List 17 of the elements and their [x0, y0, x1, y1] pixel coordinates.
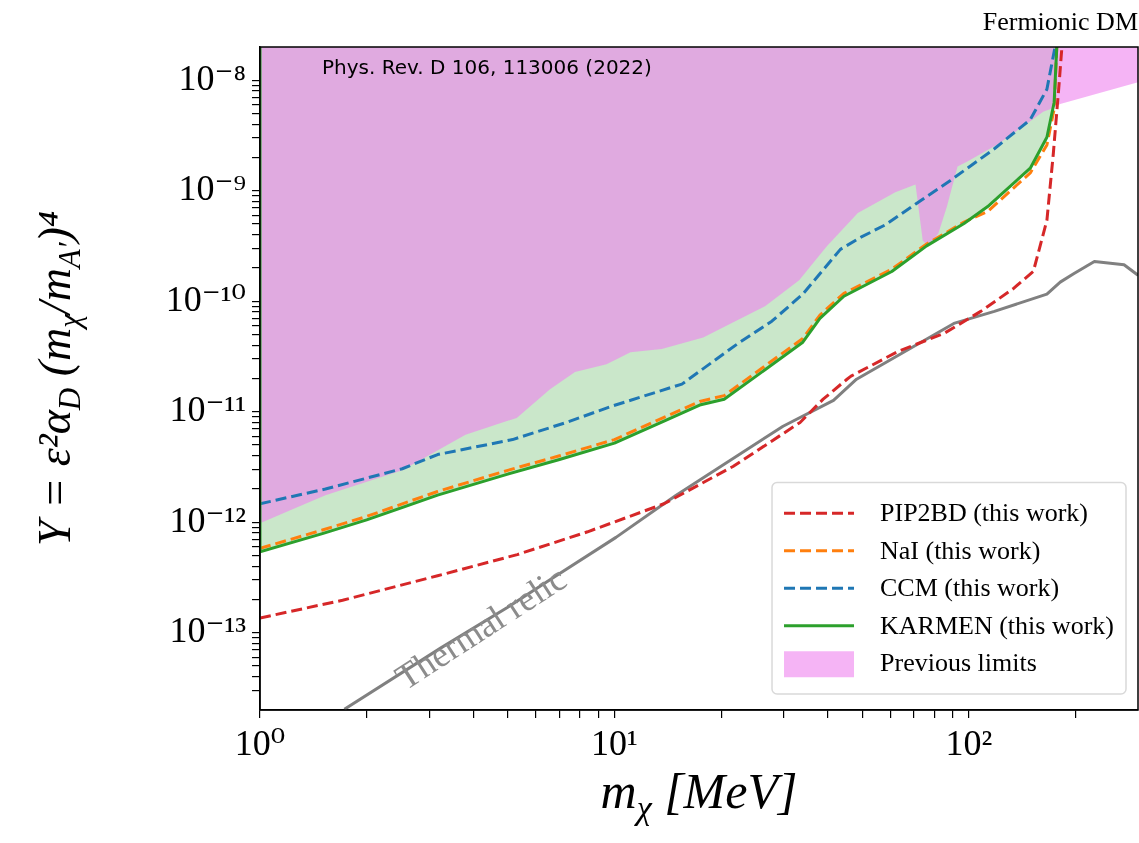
legend-label: NaI (this work): [880, 535, 1041, 565]
legend-label: KARMEN (this work): [880, 610, 1115, 640]
legend-label: PIP2BD (this work): [880, 498, 1089, 528]
y-tick-label: 10⁻¹⁰: [165, 278, 246, 319]
annotation: Phys. Rev. D 106, 113006 (2022): [322, 55, 652, 80]
y-tick-label: 10⁻¹³: [169, 610, 247, 651]
y-tick-label: 10⁻⁹: [178, 168, 246, 209]
x-tick-label: 10⁰: [234, 723, 286, 764]
legend-label: CCM (this work): [880, 573, 1060, 603]
y-tick-label: 10⁻⁸: [178, 57, 246, 98]
x-tick-label: 10²: [945, 723, 993, 764]
legend-label: Previous limits: [880, 648, 1037, 678]
y-tick-label: 10⁻¹¹: [169, 389, 246, 430]
y-tick-label: 10⁻¹²: [169, 499, 246, 540]
x-tick-label: 10¹: [591, 723, 638, 764]
chart-title: Fermionic DM: [982, 7, 1138, 36]
y-axis-title: Y = ε²αD (mχ/mA′)⁴: [29, 211, 88, 546]
